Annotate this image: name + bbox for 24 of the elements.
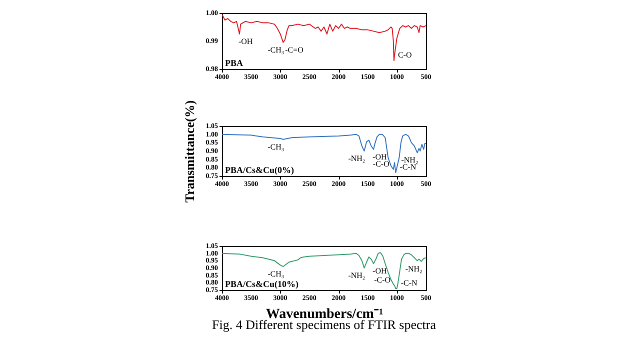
line-series [222,252,426,290]
annotation: -OH [238,37,253,46]
annotation: -C-N [400,162,416,172]
annotation: -OH [372,266,387,276]
annotation: -NH₂ [401,156,418,165]
line-series [222,134,426,174]
annotation: -C-O [372,159,390,168]
line-series [222,14,426,62]
annotation: -OH [372,152,387,162]
text: PBA/Cs&Cu(10%) [225,279,298,289]
annotation: -C-O [374,276,391,285]
annotation: -NH₂ [348,271,366,280]
annotation: -CH₃ [268,142,284,152]
text: PBA/Cs&Cu(0%) [225,165,294,175]
text: PBA [225,58,244,68]
annotation: C-O [398,50,412,60]
annotation: -C-N [400,278,418,288]
annotation: -CH₃ [268,270,284,279]
annotation: -C=O [285,45,304,54]
caption: Fig. 4 Different specimens of FTIR spectra [212,317,436,332]
annotation: -NH₂ [405,264,423,274]
annotation: -CH₃ [268,45,284,54]
y-axis-title: Transmittance(%) [182,100,197,203]
annotation: -NH₂ [348,154,366,163]
